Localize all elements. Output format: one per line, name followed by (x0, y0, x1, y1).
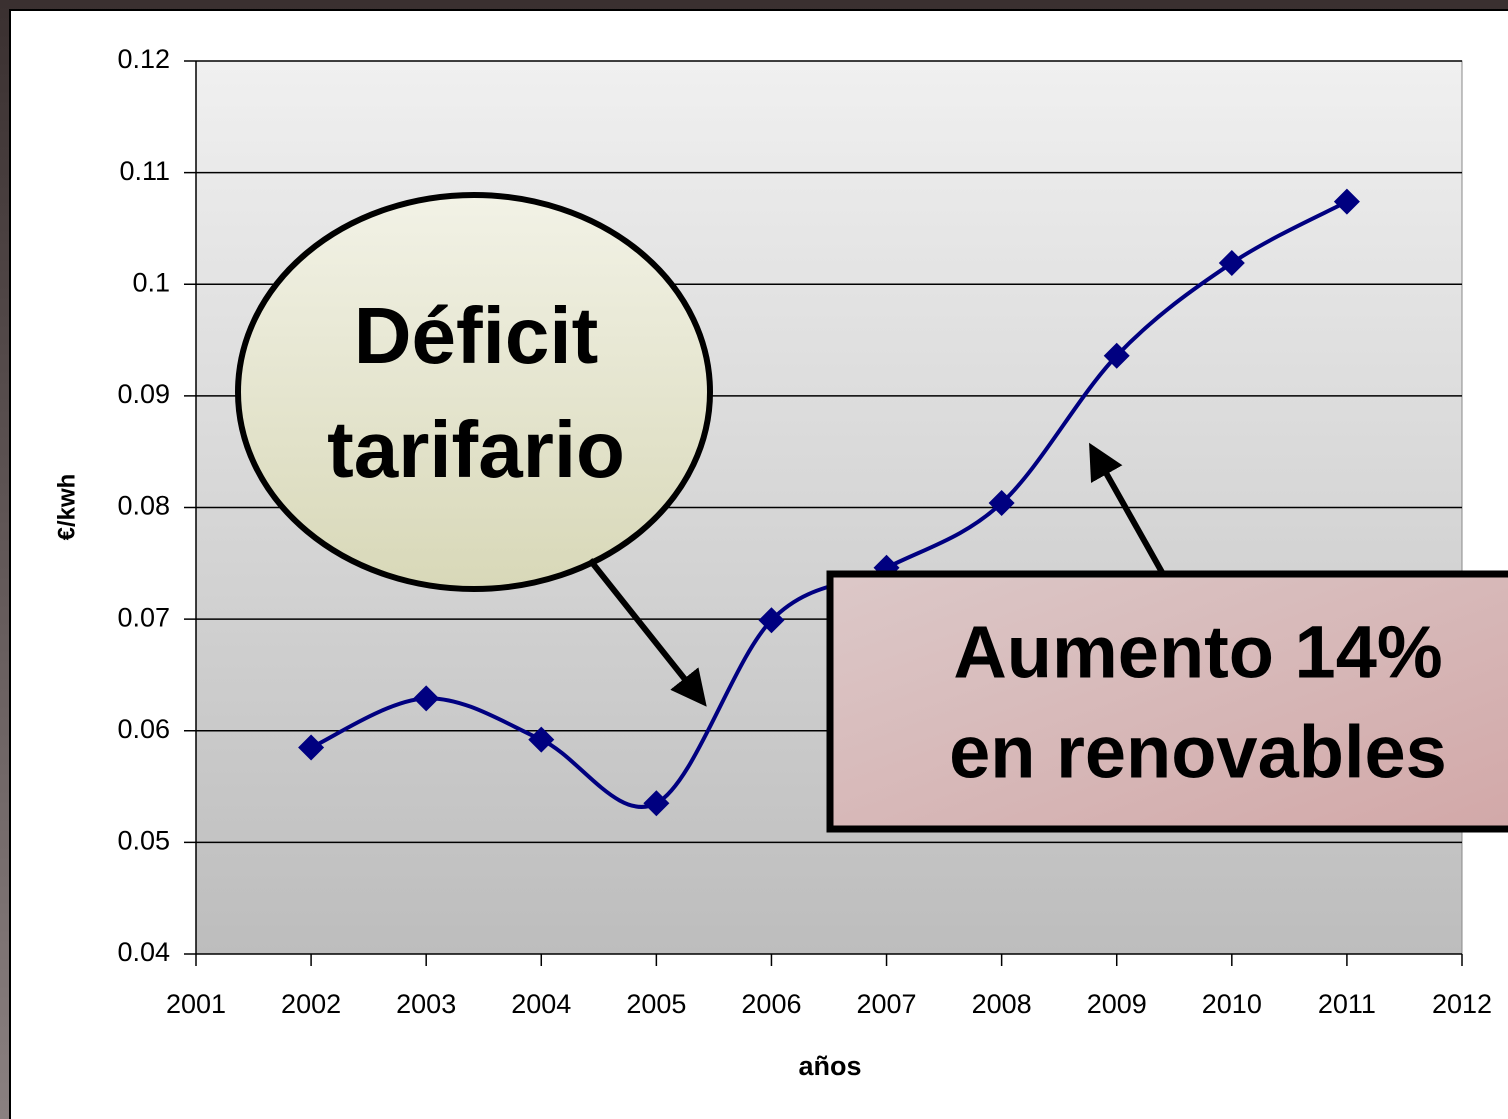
marker (298, 734, 325, 761)
arrow (587, 558, 707, 707)
x-tick-label: 2012 (1432, 989, 1492, 1019)
marker (1333, 188, 1360, 215)
x-tick-label: 2009 (1087, 989, 1147, 1019)
marker (413, 685, 440, 712)
y-axis-label: €/kwh (53, 474, 80, 541)
x-tick-label: 2006 (741, 989, 801, 1019)
x-axis-label: años (798, 1051, 861, 1081)
x-tick-label: 2008 (972, 989, 1032, 1019)
x-tick-label: 2003 (396, 989, 456, 1019)
x-tick-label: 2011 (1318, 989, 1376, 1019)
marker (1103, 342, 1130, 369)
y-tick-label: 0.08 (117, 491, 170, 521)
marker (528, 726, 555, 753)
y-tick-label: 0.09 (117, 379, 170, 409)
y-tick-label: 0.05 (117, 826, 170, 856)
arrow (1089, 442, 1166, 576)
annotation: tarifario (327, 405, 625, 494)
x-tick-label: 2004 (511, 989, 571, 1019)
y-tick-label: 0.11 (119, 156, 170, 186)
annotation: Aumento 14% (953, 611, 1442, 694)
x-tick-label: 2007 (857, 989, 917, 1019)
x-tick-label: 2002 (281, 989, 341, 1019)
y-tick-label: 0.06 (117, 714, 170, 744)
annotation: en renovables (949, 711, 1447, 794)
annotation: Déficit (354, 291, 599, 380)
y-tick-label: 0.04 (117, 937, 170, 967)
x-tick-label: 2005 (626, 989, 686, 1019)
y-tick-label: 0.07 (117, 602, 170, 632)
callout-box (826, 570, 1508, 833)
y-tick-label: 0.12 (117, 44, 170, 74)
marker (643, 790, 670, 817)
x-tick-label: 2001 (166, 989, 226, 1019)
x-tick-label: 2010 (1202, 989, 1262, 1019)
marker (758, 607, 785, 634)
marker (988, 490, 1015, 517)
marker (1218, 250, 1245, 277)
line (310, 199, 1348, 809)
y-tick-label: 0.1 (132, 267, 170, 297)
callout-ellipse (235, 192, 713, 592)
